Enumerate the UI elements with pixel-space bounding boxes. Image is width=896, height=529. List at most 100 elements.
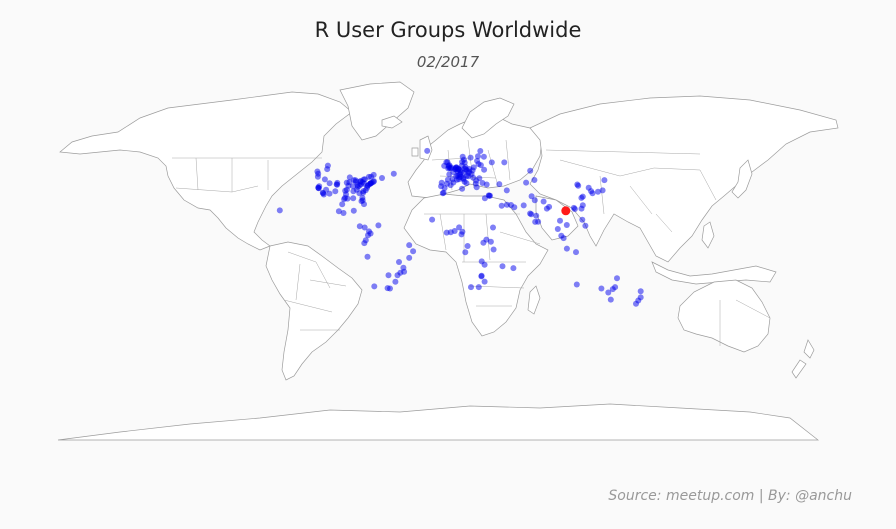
user-group-point — [459, 185, 466, 192]
land-scandinavia — [461, 97, 515, 139]
user-group-point — [445, 164, 452, 170]
user-group-point — [462, 249, 469, 256]
land-africa — [403, 193, 549, 337]
user-group-point — [446, 171, 453, 178]
user-group-point — [463, 180, 470, 187]
land-madagascar — [527, 285, 541, 315]
user-group-point — [520, 202, 527, 209]
user-group-point — [511, 204, 518, 211]
user-group-point — [637, 288, 644, 295]
user-group-point — [503, 201, 510, 208]
user-group-point — [365, 232, 371, 239]
land-british-isles — [411, 135, 433, 161]
user-group-point — [523, 179, 530, 186]
user-group-point — [370, 171, 377, 178]
user-group-point — [499, 263, 506, 270]
user-group-point — [483, 181, 490, 188]
user-group-point — [614, 275, 620, 282]
user-group-point — [527, 167, 534, 174]
user-group-point — [350, 207, 357, 214]
user-group-point — [335, 208, 342, 215]
user-group-point — [323, 186, 330, 193]
user-group-point — [605, 289, 612, 296]
chart-subtitle: 02/2017 — [416, 53, 480, 71]
user-group-point — [599, 187, 606, 194]
user-group-point — [475, 284, 482, 291]
user-group-point — [528, 193, 535, 200]
user-group-point — [320, 191, 327, 198]
user-group-point — [481, 278, 488, 285]
user-group-point — [447, 182, 454, 189]
user-group-point — [578, 205, 585, 212]
user-group-point — [314, 173, 321, 180]
user-group-point — [359, 194, 366, 201]
user-group-point — [475, 153, 481, 160]
user-group-point — [481, 166, 488, 173]
user-group-point — [332, 188, 339, 195]
user-group-point — [339, 201, 346, 208]
user-group-point — [554, 226, 561, 232]
user-group-point — [470, 174, 477, 181]
user-group-point — [589, 190, 596, 197]
user-group-point — [490, 224, 496, 231]
user-group-point — [392, 278, 399, 285]
user-group-point — [480, 153, 487, 160]
user-group-point — [570, 204, 577, 211]
user-group-point — [612, 284, 619, 291]
land-south-america — [265, 241, 363, 381]
user-group-point — [563, 245, 570, 252]
land-japan — [731, 159, 753, 199]
highlight-point — [561, 206, 571, 216]
user-group-point — [350, 188, 357, 195]
user-group-point — [557, 217, 563, 224]
user-group-point — [354, 183, 361, 190]
chart-caption: Source: meetup.com | By: @anchu — [608, 488, 852, 504]
user-group-point — [490, 246, 497, 253]
user-group-point — [321, 176, 328, 183]
user-group-point — [573, 281, 580, 288]
user-group-point — [481, 195, 488, 202]
user-group-point — [633, 300, 639, 307]
user-group-point — [481, 261, 488, 268]
user-group-point — [466, 166, 473, 172]
user-group-point — [324, 162, 331, 169]
user-group-point — [478, 272, 485, 279]
user-group-point — [531, 177, 538, 183]
land-indonesia — [651, 261, 777, 285]
user-group-point — [390, 170, 397, 177]
user-group-point — [444, 176, 451, 183]
user-group-point — [563, 222, 570, 228]
user-group-point — [361, 201, 367, 208]
user-group-point — [400, 264, 407, 271]
user-group-point — [396, 259, 402, 265]
user-group-point — [472, 180, 479, 187]
user-group-point — [456, 224, 463, 231]
land-new-zealand — [791, 339, 815, 379]
land-iceland — [381, 115, 403, 129]
user-group-point — [276, 207, 283, 214]
country-borders — [172, 139, 771, 346]
user-group-point — [601, 177, 608, 184]
user-group-point — [579, 216, 586, 223]
landmasses — [57, 81, 839, 441]
land-philippines — [701, 221, 715, 249]
user-group-point — [371, 283, 378, 290]
user-group-point — [356, 223, 363, 230]
user-group-point — [459, 228, 466, 235]
user-group-point — [346, 179, 353, 186]
user-group-point — [364, 253, 371, 260]
user-group-point — [460, 156, 467, 163]
user-group-point — [498, 202, 505, 209]
user-group-point — [510, 265, 517, 272]
user-group-point — [406, 254, 413, 261]
user-group-point — [375, 222, 382, 229]
user-group-point — [334, 179, 341, 186]
user-group-point — [464, 243, 471, 249]
user-group-point — [496, 181, 503, 188]
user-group-point — [316, 183, 323, 190]
user-group-point — [468, 284, 474, 291]
user-group-point — [607, 296, 614, 303]
user-group-point — [595, 188, 601, 195]
land-north-america — [59, 91, 353, 251]
